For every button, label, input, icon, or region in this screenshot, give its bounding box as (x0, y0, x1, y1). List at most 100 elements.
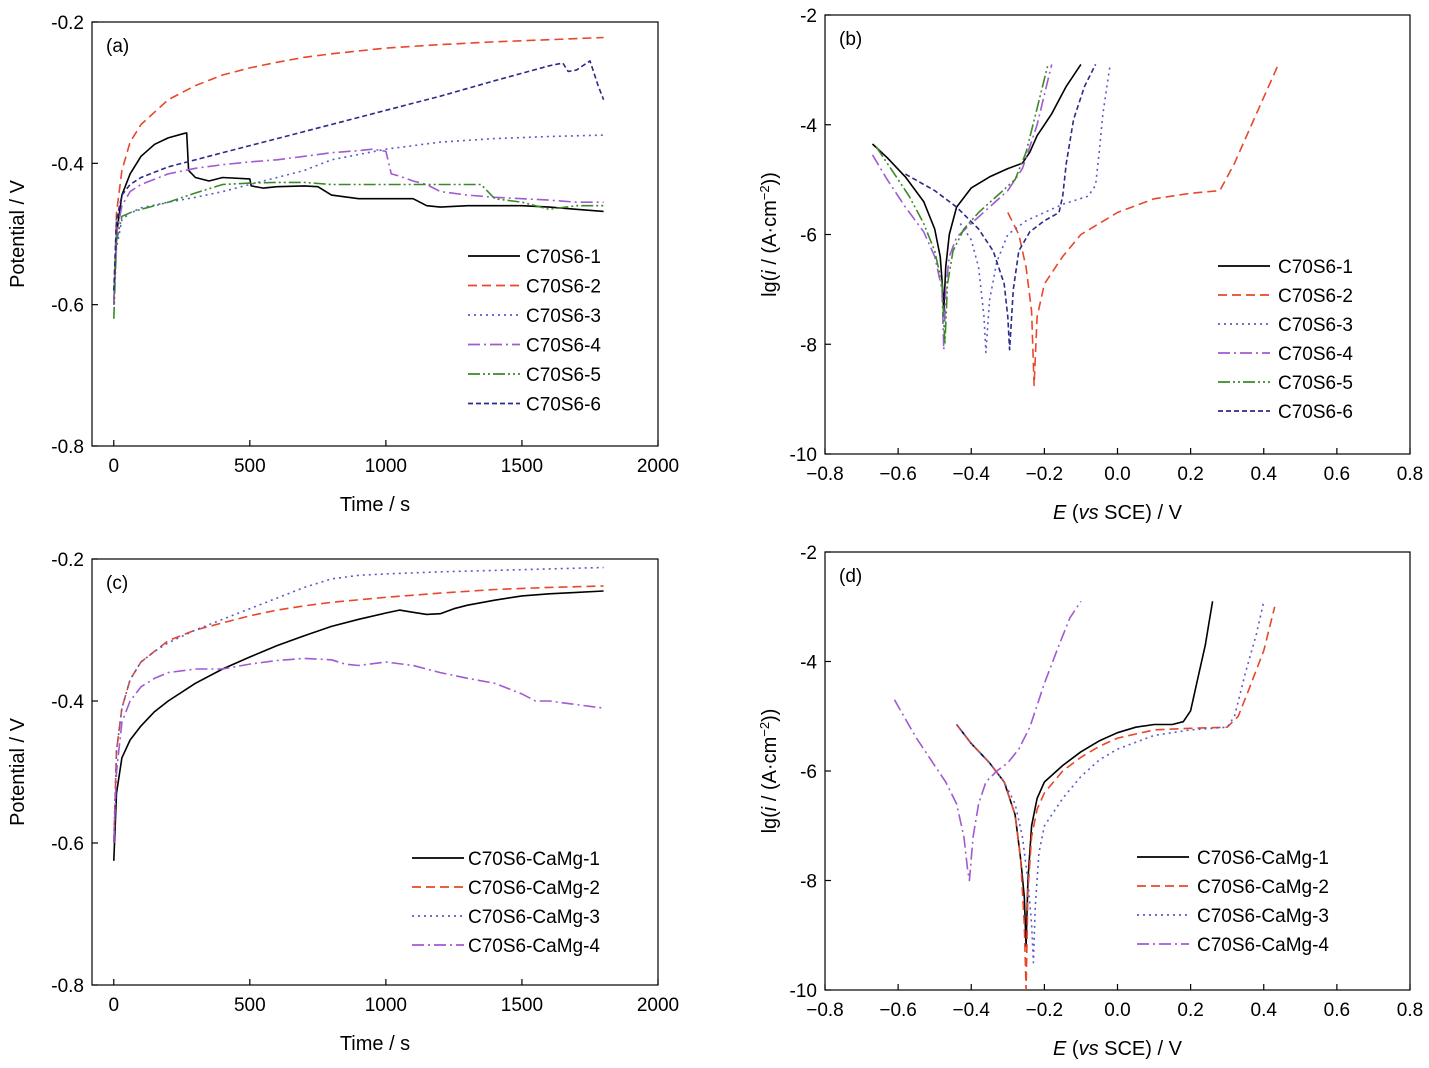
legend-label: C70S6-3 (1278, 315, 1353, 336)
x-tick-label: 1500 (501, 995, 543, 1016)
y-tick-label: -4 (800, 653, 817, 674)
x-tick-label: 0.8 (1397, 1000, 1423, 1021)
x-axis-label: E (vs SCE) / V (1053, 502, 1183, 524)
series-line-c70s6-4 (113, 148, 604, 305)
series-line-c70s6-camg-4 (893, 600, 1082, 882)
series-line-c70s6-5 (875, 64, 1049, 346)
x-tick-label: −0.4 (952, 1000, 990, 1021)
panel-label: (d) (839, 566, 862, 587)
series-line-c70s6-camg-2 (955, 606, 1276, 990)
legend-label: C70S6-CaMg-4 (1197, 935, 1329, 956)
x-tick-label: 0.4 (1251, 464, 1278, 485)
x-tick-label: 0.0 (1104, 1000, 1130, 1021)
plot-frame (91, 558, 659, 986)
legend-label: C70S6-3 (526, 306, 601, 327)
y-tick-label: -0.6 (51, 296, 84, 317)
series-line-c70s6-camg-3 (113, 566, 604, 844)
y-tick-label: -0.8 (51, 437, 84, 458)
legend: C70S6-1 C70S6-2 C70S6-3 C70S6-4 C70S6-5 C70S6… (1218, 257, 1353, 423)
y-axis-label: lg(i / (A·cm−2)) (757, 172, 781, 297)
y-axis-label: Potential / V (7, 717, 29, 826)
legend-label: C70S6-CaMg-3 (1197, 906, 1329, 927)
y-tick-label: -0.6 (51, 834, 84, 855)
series-line-c70s6-1 (871, 63, 1082, 313)
y-tick-label: -2 (800, 6, 817, 27)
series-line-c70s6-5 (113, 181, 604, 319)
legend-label: C70S6-1 (1278, 257, 1353, 278)
plot-frame (91, 21, 659, 447)
x-tick-label: 0.0 (1104, 464, 1130, 485)
x-tick-label: 2000 (637, 995, 679, 1016)
y-tick-label: -8 (800, 335, 817, 356)
y-tick-label: -4 (800, 116, 817, 137)
x-tick-label: 1500 (501, 456, 543, 477)
panel-label: (a) (106, 36, 129, 57)
series-line-c70s6-3 (113, 134, 604, 305)
x-tick-label: −0.4 (952, 464, 990, 485)
legend: C70S6-CaMg-1 C70S6-CaMg-2 C70S6-CaMg-3 C70S… (1137, 848, 1329, 956)
x-tick-label: 500 (234, 995, 266, 1016)
x-tick-label: −0.8 (806, 1000, 844, 1021)
y-tick-label: -2 (800, 543, 817, 564)
legend-label: C70S6-2 (526, 277, 601, 298)
x-tick-label: 0.2 (1177, 464, 1203, 485)
legend-label: C70S6-CaMg-2 (1197, 877, 1329, 898)
y-tick-label: -0.4 (51, 692, 84, 713)
legend: C70S6-CaMg-1 C70S6-CaMg-2 C70S6-CaMg-3 C70S… (412, 849, 600, 957)
legend-label: C70S6-5 (1278, 373, 1353, 394)
x-tick-label: 0.4 (1251, 1000, 1278, 1021)
y-tick-label: -10 (790, 981, 817, 1002)
x-axis-label: Time / s (340, 494, 410, 516)
legend-label: C70S6-CaMg-4 (468, 936, 600, 957)
series-line-c70s6-camg-4 (113, 657, 604, 844)
y-tick-label: -0.8 (51, 976, 84, 997)
legend-label: C70S6-6 (1278, 402, 1353, 423)
x-tick-label: 0.6 (1324, 464, 1350, 485)
legend-label: C70S6-CaMg-1 (468, 849, 600, 870)
x-tick-label: −0.6 (879, 1000, 917, 1021)
series-line-c70s6-1 (113, 132, 604, 305)
x-tick-label: 1000 (365, 995, 407, 1016)
legend-label: C70S6-CaMg-3 (468, 907, 600, 928)
y-tick-label: -10 (790, 445, 817, 466)
legend-label: C70S6-5 (526, 365, 601, 386)
x-tick-label: −0.2 (1026, 464, 1064, 485)
series-line-c70s6-3 (959, 64, 1111, 354)
legend-label: C70S6-6 (526, 395, 601, 416)
chart-panel-a: 0 500 1000 1500 2000 -0.8 -0.6 -0.4 -0.2 (a) Time … (7, 13, 679, 516)
chart-panel-d: −0.8 −0.6 −0.4 −0.2 0.0 0.2 0.4 0.6 0.8 -10 -8 -6 -4… (757, 543, 1423, 1060)
series-line-c70s6-camg-3 (955, 601, 1265, 964)
chart-panel-c: 0 500 1000 1500 2000 -0.8 -0.6 -0.4 -0.2 (c) Time … (7, 550, 679, 1055)
x-axis-label: E (vs SCE) / V (1053, 1038, 1183, 1060)
legend-label: C70S6-1 (526, 247, 601, 268)
y-axis-label: lg(i / (A·cm−2)) (757, 709, 781, 834)
series-line-c70s6-camg-1 (955, 601, 1214, 948)
series-line-c70s6-2 (1007, 64, 1280, 387)
legend-label: C70S6-4 (526, 336, 601, 357)
legend-label: C70S6-CaMg-1 (1197, 848, 1329, 869)
x-tick-label: 1000 (365, 456, 407, 477)
panel-label: (c) (106, 573, 128, 594)
x-tick-label: 0 (108, 995, 119, 1016)
x-tick-label: −0.8 (806, 464, 844, 485)
y-tick-label: -0.2 (51, 550, 84, 571)
x-tick-label: 0.2 (1177, 1000, 1203, 1021)
series-line-c70s6-2 (113, 36, 604, 305)
x-tick-label: −0.2 (1026, 1000, 1064, 1021)
y-axis-label: Potential / V (7, 179, 29, 288)
y-tick-label: -0.4 (51, 154, 84, 175)
panel-label: (b) (839, 29, 862, 50)
x-tick-label: −0.6 (879, 464, 917, 485)
chart-panel-b: −0.8 −0.6 −0.4 −0.2 0.0 0.2 0.4 0.6 0.8 -10 -8 -6 -4… (757, 6, 1423, 524)
x-axis-label: Time / s (340, 1033, 410, 1055)
x-tick-label: 0 (108, 456, 119, 477)
y-tick-label: -6 (800, 226, 817, 247)
legend: C70S6-1 C70S6-2 C70S6-3 C70S6-4 C70S6-5 C70S6… (468, 247, 601, 416)
legend-label: C70S6-2 (1278, 286, 1353, 307)
series-line-c70s6-camg-1 (113, 590, 604, 861)
y-tick-label: -6 (800, 762, 817, 783)
series-line-c70s6-4 (871, 64, 1053, 351)
series-line-c70s6-6 (113, 60, 605, 291)
legend-label: C70S6-4 (1278, 344, 1353, 365)
